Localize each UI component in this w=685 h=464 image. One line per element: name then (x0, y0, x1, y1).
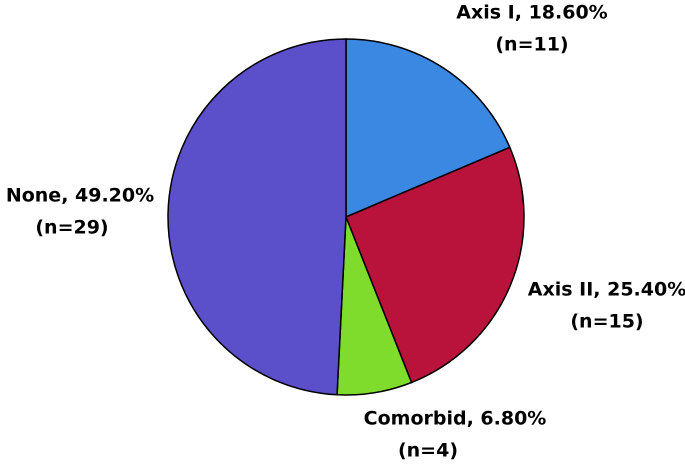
slice-count: (n=15) (570, 311, 643, 333)
slice (345, 38, 511, 219)
slice-label: Axis II, 25.40% (528, 279, 685, 301)
slice-label: Axis I, 18.60% (456, 2, 607, 24)
slice (167, 38, 347, 396)
slice-label: None, 49.20% (6, 185, 154, 207)
pie (167, 38, 525, 396)
slice-count: (n=4) (398, 440, 458, 462)
slice-count: (n=11) (495, 34, 568, 56)
slice-count: (n=29) (35, 217, 108, 239)
slice-label: Comorbid, 6.80% (364, 408, 547, 430)
slice (345, 146, 525, 384)
